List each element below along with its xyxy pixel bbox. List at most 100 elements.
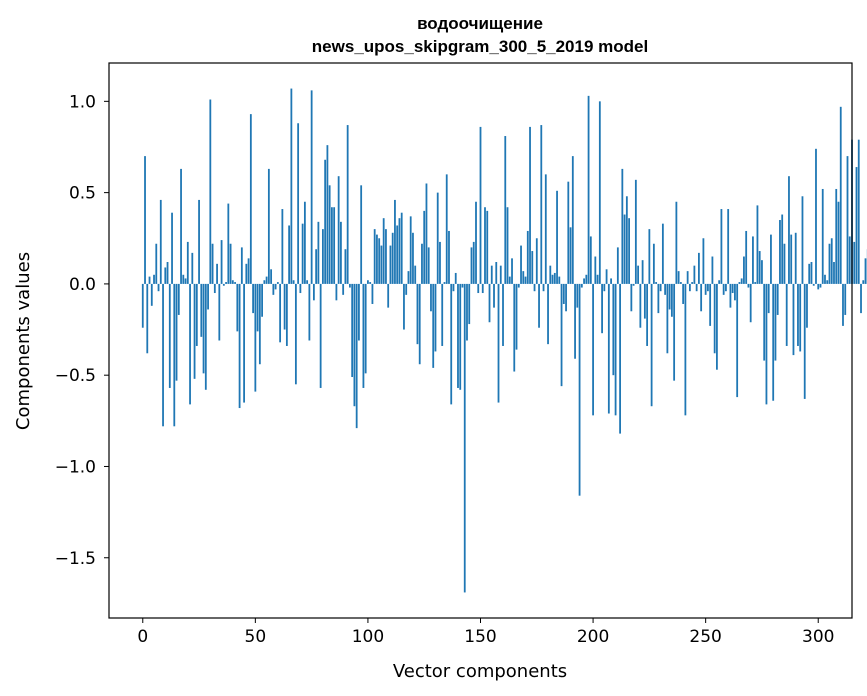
- bar: [227, 203, 230, 284]
- bar: [788, 176, 790, 284]
- bar: [207, 283, 209, 310]
- bar: [513, 283, 516, 372]
- bar: [783, 243, 786, 284]
- bar: [511, 258, 513, 284]
- bar: [385, 229, 387, 284]
- bar: [722, 283, 725, 295]
- bar: [247, 258, 250, 284]
- bar: [468, 283, 471, 325]
- bar: [655, 282, 658, 284]
- bar: [700, 283, 703, 312]
- bar: [531, 251, 534, 284]
- bar: [198, 199, 200, 284]
- bar: [515, 283, 518, 350]
- bar: [585, 274, 588, 284]
- bar: [693, 265, 696, 284]
- bar: [148, 276, 151, 284]
- bar: [747, 283, 750, 288]
- bar: [826, 280, 829, 284]
- bar: [810, 262, 813, 284]
- bar: [506, 207, 509, 284]
- x-tick-label: 200: [577, 627, 609, 647]
- bar: [702, 238, 705, 284]
- y-tick-label: −1.0: [55, 457, 96, 477]
- bar: [371, 283, 374, 304]
- bar: [380, 245, 383, 284]
- bar: [175, 283, 178, 381]
- bar: [729, 283, 732, 308]
- bar: [725, 283, 727, 292]
- bar: [630, 283, 633, 312]
- bar: [490, 265, 493, 284]
- bar: [853, 241, 856, 284]
- bar: [362, 283, 365, 388]
- bar: [556, 190, 558, 284]
- bar: [862, 280, 865, 284]
- bar: [612, 283, 615, 376]
- bar: [743, 256, 745, 284]
- y-axis-ticks: −1.5 −1.0 −0.5 0.0 0.5 1.0: [55, 92, 109, 569]
- bar: [436, 192, 439, 284]
- bar: [234, 282, 236, 284]
- bar: [319, 283, 322, 388]
- plot-frame: [108, 62, 853, 619]
- bar: [344, 249, 347, 284]
- x-tick-label: 250: [689, 627, 721, 647]
- bar: [146, 283, 149, 354]
- y-tick-label: 1.0: [69, 92, 96, 112]
- bar: [583, 278, 585, 284]
- bar: [407, 271, 410, 284]
- bar: [391, 232, 394, 284]
- bar: [495, 262, 498, 284]
- bar: [765, 283, 768, 405]
- bar: [839, 106, 842, 284]
- bar: [614, 283, 617, 416]
- bar: [443, 282, 446, 284]
- bar: [144, 156, 146, 284]
- bar: [598, 101, 601, 284]
- bar: [830, 238, 833, 284]
- bar: [191, 252, 194, 284]
- bar: [376, 234, 378, 284]
- bar: [360, 185, 363, 284]
- y-tick-label: 0.5: [69, 184, 96, 204]
- bar: [488, 283, 491, 323]
- bar: [684, 283, 687, 416]
- bar: [601, 283, 603, 334]
- bar: [186, 241, 189, 284]
- bar: [799, 283, 802, 352]
- bar: [270, 269, 273, 284]
- bar: [211, 243, 214, 284]
- bar: [734, 283, 736, 301]
- bar: [216, 263, 218, 284]
- bar: [405, 283, 408, 295]
- bar: [835, 188, 838, 284]
- bar: [567, 181, 570, 284]
- bar: [346, 125, 349, 284]
- bar: [180, 168, 182, 284]
- bar: [650, 283, 653, 407]
- y-tick-label: −1.5: [55, 549, 96, 569]
- bar: [340, 221, 342, 284]
- bar: [767, 283, 770, 314]
- bar: [560, 283, 563, 387]
- bar: [607, 283, 610, 414]
- bar: [628, 218, 630, 284]
- bar: [533, 283, 536, 292]
- bar: [166, 262, 169, 284]
- bar: [711, 256, 714, 284]
- bar: [279, 283, 282, 343]
- bar: [423, 210, 426, 284]
- bar: [803, 283, 806, 399]
- bar: [815, 148, 817, 284]
- x-tick-label: 50: [245, 627, 267, 647]
- bar: [141, 283, 144, 328]
- bar: [761, 260, 763, 284]
- bar: [529, 126, 531, 284]
- bar: [860, 283, 862, 314]
- bar: [553, 272, 556, 284]
- bar: [200, 283, 203, 337]
- bar: [288, 225, 291, 284]
- bar: [463, 283, 466, 593]
